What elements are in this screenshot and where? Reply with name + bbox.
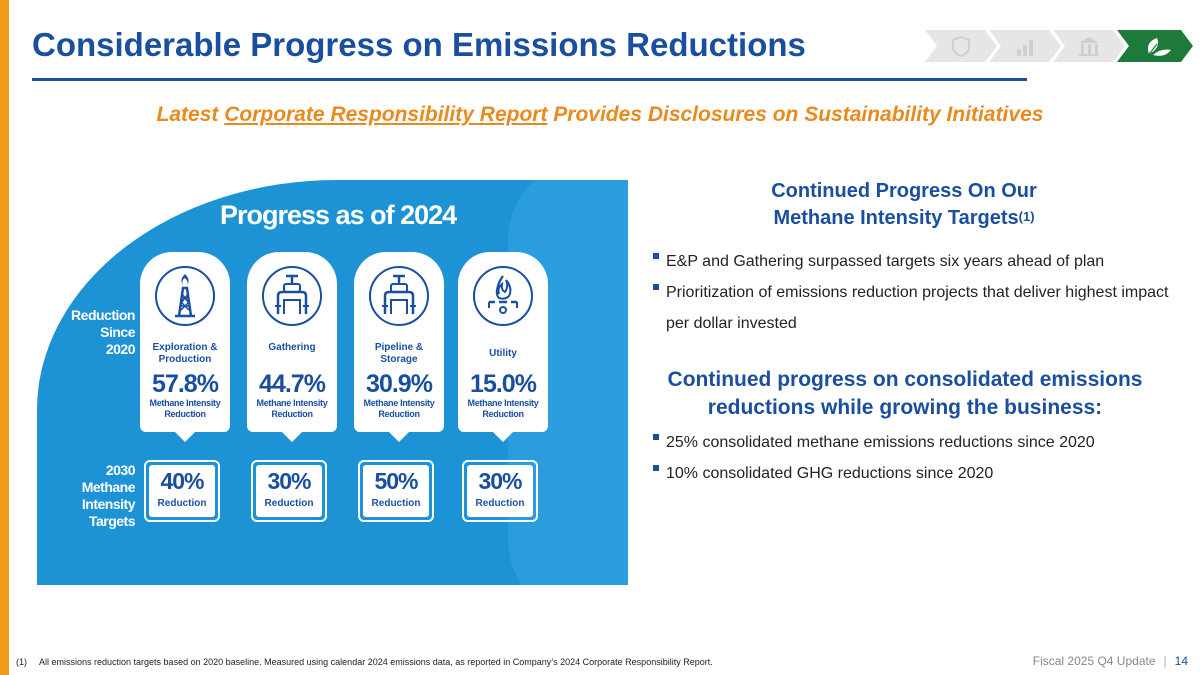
segment-name: Pipeline & Storage <box>354 342 444 366</box>
segment-name-line: Utility <box>489 348 517 359</box>
target-value: 30% <box>267 468 311 494</box>
list-item: 25% consolidated methane emissions reduc… <box>652 427 1172 458</box>
nav-chevron-chart[interactable] <box>989 30 1061 62</box>
metric-label-line: Reduction <box>164 409 206 419</box>
metric-label-line: Methane Intensity <box>256 398 328 408</box>
methane-targets-bullets: E&P and Gathering surpassed targets six … <box>652 246 1172 339</box>
metric-label-line: Reduction <box>378 409 420 419</box>
target-box-fill <box>256 465 322 517</box>
footer-separator: | <box>1163 654 1167 668</box>
target-box-pipeline-storage: 50% Reduction <box>358 460 434 522</box>
segment-name: Gathering <box>247 342 337 354</box>
building-icon <box>1079 37 1099 56</box>
segment-card-exploration-production: Exploration & Production 57.8% Methane I… <box>140 252 230 442</box>
metric-label-line: Methane Intensity <box>149 398 221 408</box>
target-box-fill <box>363 465 429 517</box>
metric-label-line: Methane Intensity <box>363 398 435 408</box>
target-value: 40% <box>160 468 204 494</box>
target-label: Reduction <box>371 498 421 509</box>
page-title: Considerable Progress on Emissions Reduc… <box>32 26 806 63</box>
row-label-line: Targets <box>88 513 136 529</box>
target-box-utility: 30% Reduction <box>462 460 538 522</box>
row-label-line: 2030 <box>105 462 136 478</box>
footnote-ref: (1) <box>1018 209 1035 224</box>
segment-name: Exploration & Production <box>140 342 230 366</box>
metric-label: Methane Intensity Reduction <box>140 398 230 420</box>
shield-icon <box>952 35 970 58</box>
segment-name-line: Gathering <box>268 342 316 353</box>
target-label: Reduction <box>157 498 207 509</box>
list-item: E&P and Gathering surpassed targets six … <box>652 246 1172 277</box>
progress-value: 44.7% <box>259 370 326 398</box>
metric-label: Methane Intensity Reduction <box>458 398 548 420</box>
target-box-fill <box>467 465 533 517</box>
metric-label-line: Reduction <box>482 409 524 419</box>
target-value: 50% <box>374 468 418 494</box>
left-accent-bar <box>0 0 9 675</box>
nav-chevron-building[interactable] <box>1053 30 1125 62</box>
methane-targets-heading: Continued Progress On Our Methane Intens… <box>653 178 1155 232</box>
row-label-2030-targets: 2030 Methane Intensity Targets <box>45 462 136 530</box>
list-item: Prioritization of emissions reduction pr… <box>652 277 1172 339</box>
subtitle-prefix: Latest <box>156 103 225 126</box>
deck-name: Fiscal 2025 Q4 Update <box>1032 654 1156 668</box>
progress-value: 30.9% <box>366 370 433 398</box>
subtitle: Latest Corporate Responsibility Report P… <box>0 103 1200 127</box>
segment-name-line: Storage <box>380 354 418 365</box>
heading-line: Methane Intensity Targets(1) <box>653 205 1155 232</box>
row-label-line: Intensity <box>81 496 136 512</box>
target-box-exploration-production: 40% Reduction <box>144 460 220 522</box>
slide-footer: Fiscal 2025 Q4 Update | 14 <box>1033 654 1188 668</box>
footnote: (1) All emissions reduction targets based… <box>16 657 713 667</box>
metric-label: Methane Intensity Reduction <box>247 398 337 420</box>
row-label-line: Reduction <box>71 307 135 323</box>
segment-card-pipeline-storage: Pipeline & Storage 30.9% Methane Intensi… <box>354 252 444 442</box>
progress-infographic: Progress as of 2024 Reduction Since 2020… <box>37 180 628 585</box>
segment-name-line: Production <box>158 354 212 365</box>
nav-chevron-leaf[interactable] <box>1117 30 1193 62</box>
heading-line: reductions while growing the business: <box>707 396 1103 419</box>
page-number: 14 <box>1174 654 1188 668</box>
metric-label-line: Methane Intensity <box>467 398 539 408</box>
row-label-line: Since <box>100 324 135 340</box>
target-box-fill <box>149 465 215 517</box>
metric-label-line: Reduction <box>271 409 313 419</box>
pipeline-valve-icon <box>262 266 322 326</box>
progress-value: 57.8% <box>152 370 219 398</box>
oil-derrick-icon <box>155 266 215 326</box>
infographic-title: Progress as of 2024 <box>220 200 457 230</box>
progress-value: 15.0% <box>470 370 537 398</box>
row-label-reduction-since: Reduction Since 2020 <box>45 307 135 358</box>
cr-report-link[interactable]: Corporate Responsibility Report <box>224 103 548 126</box>
gas-flame-icon <box>473 266 533 326</box>
metric-label: Methane Intensity Reduction <box>354 398 444 420</box>
leaf-icon <box>1146 38 1171 58</box>
segment-card-utility: Utility 15.0% Methane Intensity Reductio… <box>458 252 548 442</box>
consolidated-emissions-heading: Continued progress on consolidated emiss… <box>645 366 1165 422</box>
bar-chart-icon <box>1017 40 1033 56</box>
section-nav-chevrons <box>925 30 1193 62</box>
heading-line: Continued Progress On Our <box>771 180 1037 202</box>
target-label: Reduction <box>264 498 314 509</box>
footnote-number: (1) <box>16 657 27 667</box>
target-box-gathering: 30% Reduction <box>251 460 327 522</box>
footnote-text: All emissions reduction targets based on… <box>39 657 713 667</box>
nav-chevron-shield[interactable] <box>925 30 997 62</box>
title-divider <box>32 78 1027 81</box>
storage-valve-icon <box>369 266 429 326</box>
subtitle-suffix: Provides Disclosures on Sustainability I… <box>547 103 1044 126</box>
heading-text: Methane Intensity Targets <box>773 207 1019 229</box>
segment-card-gathering: Gathering 44.7% Methane Intensity Reduct… <box>247 252 337 442</box>
row-label-line: Methane <box>81 479 136 495</box>
target-label: Reduction <box>475 498 525 509</box>
consolidated-emissions-bullets: 25% consolidated methane emissions reduc… <box>652 427 1172 489</box>
segment-name-line: Pipeline & <box>374 342 424 353</box>
segment-name-line: Exploration & <box>152 342 218 353</box>
heading-line: Continued progress on consolidated emiss… <box>667 368 1143 391</box>
list-item: 10% consolidated GHG reductions since 20… <box>652 458 1172 489</box>
row-label-line: 2020 <box>105 341 136 357</box>
target-value: 30% <box>478 468 522 494</box>
segment-name: Utility <box>458 348 548 360</box>
